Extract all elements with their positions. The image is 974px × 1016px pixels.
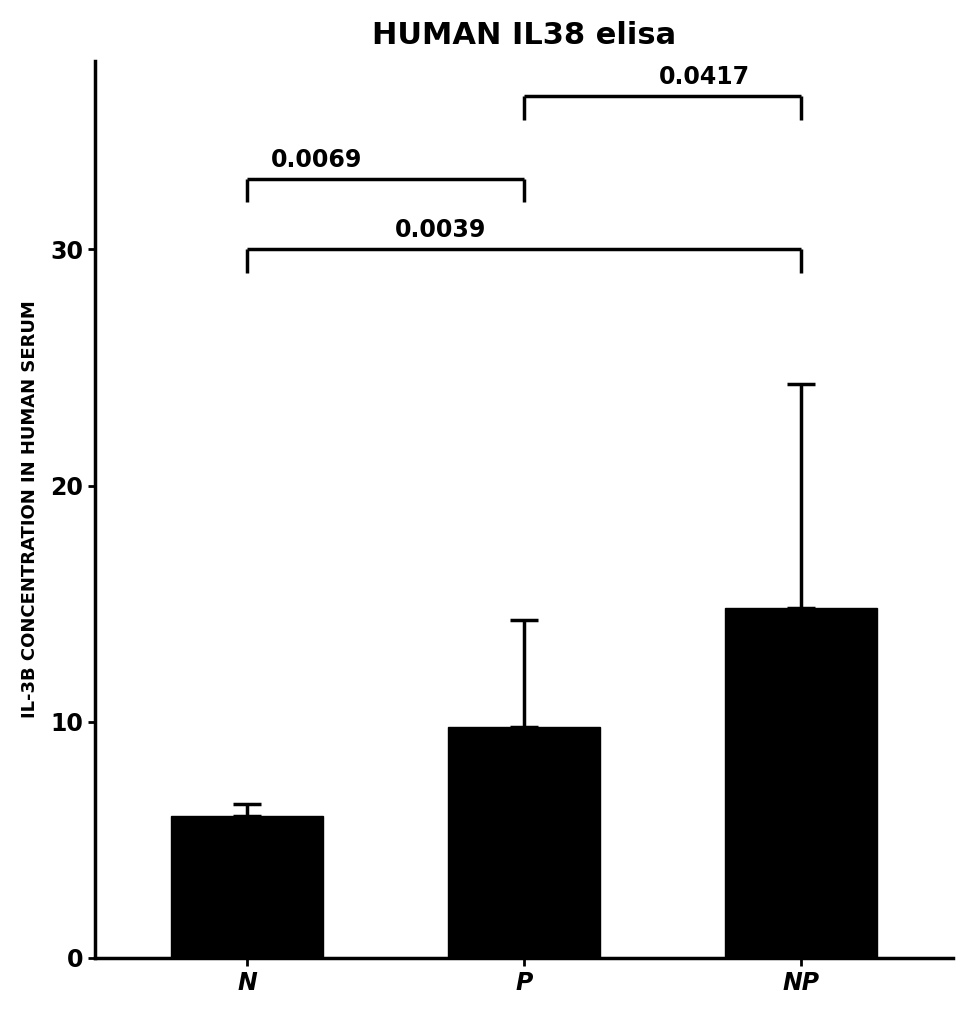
Title: HUMAN IL38 elisa: HUMAN IL38 elisa	[372, 21, 676, 50]
Bar	[448, 726, 600, 958]
Bar	[170, 816, 323, 958]
Text: 0.0417: 0.0417	[658, 65, 750, 88]
Text: 0.0039: 0.0039	[395, 218, 487, 243]
Bar	[725, 609, 877, 958]
Text: 0.0069: 0.0069	[271, 147, 362, 172]
Y-axis label: IL-3B CONCENTRATION IN HUMAN SERUM: IL-3B CONCENTRATION IN HUMAN SERUM	[20, 301, 39, 718]
